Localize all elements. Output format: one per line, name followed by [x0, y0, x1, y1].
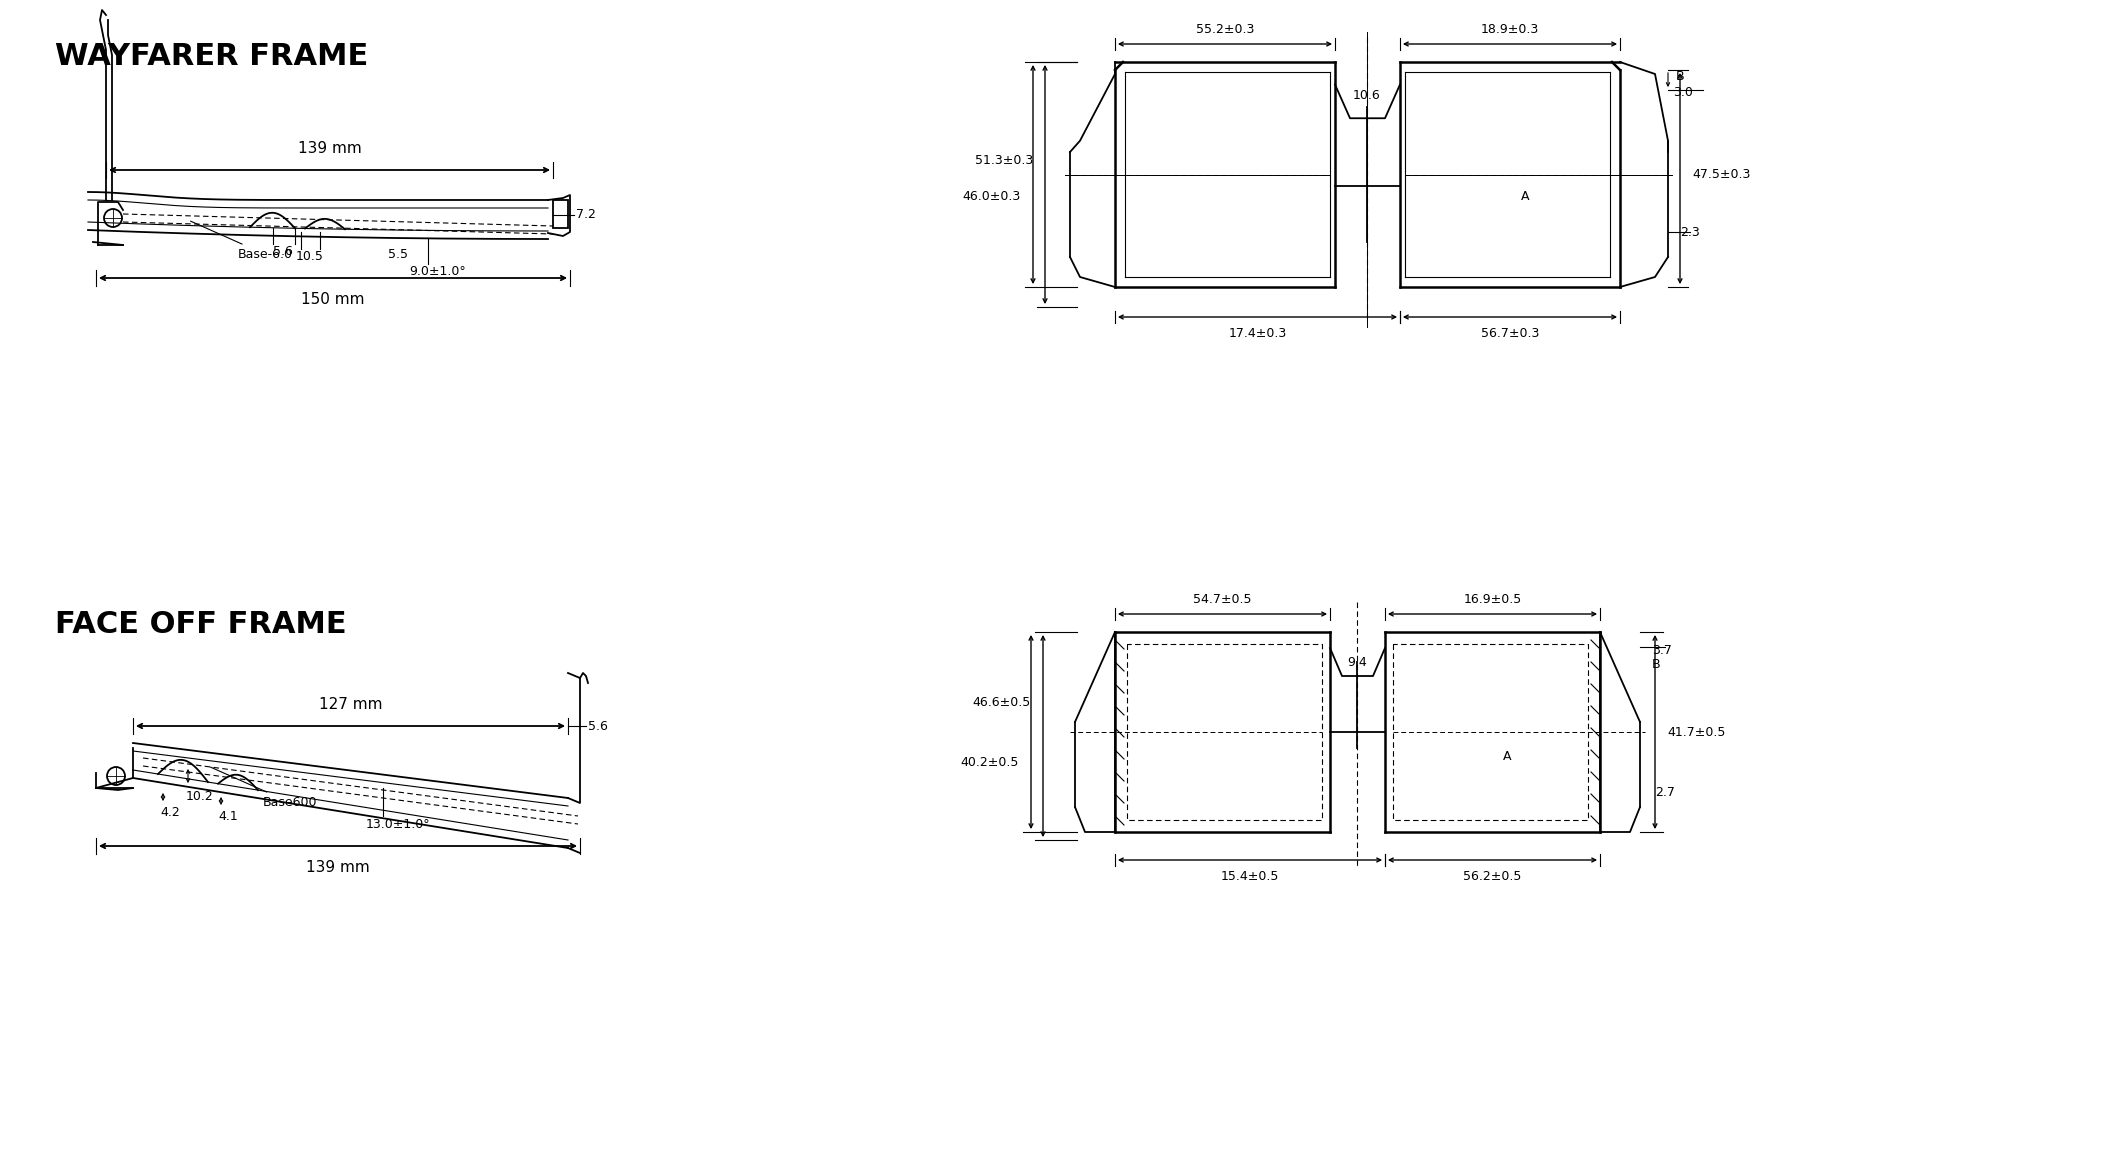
- Text: 56.2±0.5: 56.2±0.5: [1464, 870, 1523, 883]
- Text: 2.7: 2.7: [1655, 786, 1674, 799]
- Text: 3.0: 3.0: [1672, 86, 1693, 99]
- Text: 13.0±1.0°: 13.0±1.0°: [366, 818, 430, 831]
- Text: Base600: Base600: [211, 767, 318, 809]
- Text: 51.3±0.3: 51.3±0.3: [975, 154, 1034, 167]
- Text: 10.5: 10.5: [297, 250, 324, 263]
- Text: 3.7: 3.7: [1651, 643, 1672, 656]
- Text: 46.0±0.3: 46.0±0.3: [962, 191, 1021, 203]
- Text: 2.3: 2.3: [1681, 226, 1700, 239]
- Text: 56.7±0.3: 56.7±0.3: [1481, 327, 1539, 340]
- Text: 5.6: 5.6: [274, 245, 293, 258]
- Text: 127 mm: 127 mm: [318, 697, 383, 711]
- Bar: [554, 200, 569, 228]
- Text: 4.1: 4.1: [219, 810, 238, 823]
- Text: 40.2±0.5: 40.2±0.5: [960, 755, 1019, 768]
- Text: 7.2: 7.2: [577, 208, 596, 221]
- Text: 5.6: 5.6: [588, 720, 609, 733]
- Text: 139 mm: 139 mm: [297, 141, 362, 156]
- Text: 15.4±0.5: 15.4±0.5: [1221, 870, 1278, 883]
- Text: 10.6: 10.6: [1354, 89, 1382, 102]
- Text: 9.4: 9.4: [1348, 655, 1367, 668]
- Text: FACE OFF FRAME: FACE OFF FRAME: [55, 610, 347, 639]
- Text: Base-6.0: Base-6.0: [190, 221, 293, 261]
- Text: 10.2: 10.2: [185, 790, 215, 803]
- Text: 55.2±0.3: 55.2±0.3: [1196, 24, 1255, 36]
- Text: 4.2: 4.2: [160, 806, 179, 818]
- Text: 46.6±0.5: 46.6±0.5: [973, 695, 1032, 708]
- Text: B: B: [1651, 657, 1662, 670]
- Text: 54.7±0.5: 54.7±0.5: [1194, 593, 1251, 606]
- Text: B: B: [1676, 71, 1685, 83]
- Text: 150 mm: 150 mm: [301, 292, 364, 307]
- Text: 9.0±1.0°: 9.0±1.0°: [411, 265, 465, 278]
- Text: 17.4±0.3: 17.4±0.3: [1228, 327, 1287, 340]
- Text: 139 mm: 139 mm: [305, 860, 371, 875]
- Text: WAYFARER FRAME: WAYFARER FRAME: [55, 42, 369, 71]
- Text: 16.9±0.5: 16.9±0.5: [1464, 593, 1523, 606]
- Text: 5.5: 5.5: [388, 248, 409, 261]
- Text: 41.7±0.5: 41.7±0.5: [1668, 726, 1725, 739]
- Text: 47.5±0.3: 47.5±0.3: [1691, 168, 1750, 181]
- Text: 18.9±0.3: 18.9±0.3: [1481, 24, 1539, 36]
- Text: A: A: [1504, 749, 1512, 762]
- Text: A: A: [1521, 191, 1529, 203]
